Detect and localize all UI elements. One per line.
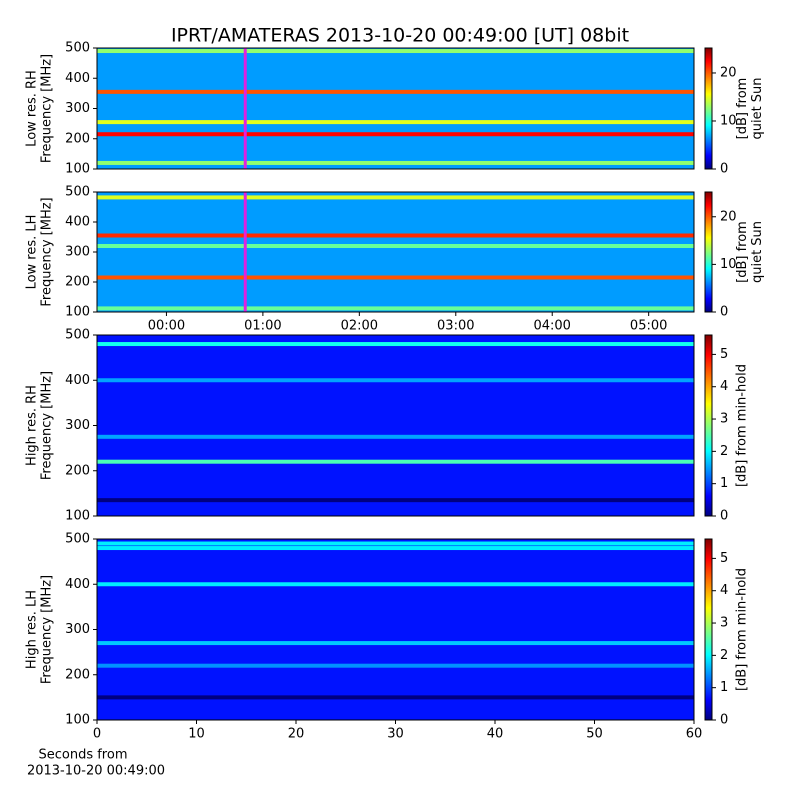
emission-band <box>97 541 694 546</box>
x-axis-label: 2013-10-20 00:49:00 <box>27 764 165 779</box>
x-tick-label: 00:00 <box>148 319 185 334</box>
colorbar-tick-label: 3 <box>720 412 728 427</box>
colorbar-tick-label: 2 <box>720 444 728 459</box>
y-tick-label: 400 <box>65 71 90 86</box>
colorbar-label: [dB] from <box>735 221 750 283</box>
colorbar-tick-label: 1 <box>720 680 728 695</box>
y-tick-label: 500 <box>65 41 90 56</box>
colorbar-tick-label: 2 <box>720 648 728 663</box>
y-axis-label: Frequency [MHz] <box>40 54 55 163</box>
emission-band <box>97 582 694 587</box>
colorbar-label: [dB] from min-hold <box>735 568 750 691</box>
y-tick-label: 300 <box>65 245 90 260</box>
x-tick-label: 10 <box>188 727 205 742</box>
x-tick-label: 50 <box>586 727 603 742</box>
x-tick-label: 04:00 <box>533 319 570 334</box>
emission-band <box>97 695 694 700</box>
colorbar-tick-label: 4 <box>720 583 728 598</box>
colorbar-tick-label: 0 <box>720 162 728 177</box>
emission-band <box>97 89 694 94</box>
y-tick-label: 400 <box>65 577 90 592</box>
emission-band <box>97 244 694 248</box>
colorbar <box>704 538 713 721</box>
y-tick-label: 500 <box>65 185 90 200</box>
colorbar-tick-label: 3 <box>720 616 728 631</box>
emission-band <box>97 275 694 280</box>
emission-band <box>97 498 694 503</box>
spectrogram-background <box>97 539 694 720</box>
y-tick-label: 200 <box>65 667 90 682</box>
colorbar <box>704 47 713 170</box>
x-axis-label: Seconds from <box>38 748 127 763</box>
emission-band <box>97 641 694 646</box>
y-tick-label: 300 <box>65 101 90 116</box>
emission-band <box>97 49 694 54</box>
colorbar <box>704 191 713 313</box>
emission-band <box>97 195 694 200</box>
emission-band <box>97 160 694 165</box>
x-tick-label: 02:00 <box>341 319 378 334</box>
colorbar-tick-label: 1 <box>720 476 728 491</box>
colorbar-tick-label: 20 <box>720 209 737 224</box>
emission-band <box>97 132 694 137</box>
colorbar-tick-label: 5 <box>720 551 728 566</box>
y-tick-label: 400 <box>65 373 90 388</box>
emission-band <box>97 663 694 668</box>
y-axis-label: Frequency [MHz] <box>40 371 55 480</box>
y-tick-label: 100 <box>65 162 90 177</box>
colorbar <box>704 334 713 517</box>
y-tick-label: 500 <box>65 328 90 343</box>
x-tick-label: 20 <box>288 727 305 742</box>
colorbar-tick-label: 10 <box>720 257 737 272</box>
colorbar-label: quiet Sun <box>750 77 765 139</box>
y-axis-label: High res. RH <box>25 385 40 466</box>
emission-band <box>97 342 694 347</box>
y-tick-label: 200 <box>65 463 90 478</box>
spectrogram-background <box>97 48 694 169</box>
colorbar-tick-label: 0 <box>720 305 728 320</box>
colorbar-tick-label: 5 <box>720 347 728 362</box>
colorbar-tick-label: 20 <box>720 65 737 80</box>
colorbar-label: [dB] from <box>735 78 750 140</box>
x-tick-label: 60 <box>686 727 703 742</box>
y-tick-label: 100 <box>65 713 90 728</box>
spectrogram-background <box>97 335 694 516</box>
y-tick-label: 100 <box>65 509 90 524</box>
colorbar-tick-label: 10 <box>720 113 737 128</box>
emission-band <box>97 378 694 383</box>
y-axis-label: Low res. LH <box>25 215 40 290</box>
x-tick-label: 01:00 <box>244 319 281 334</box>
x-tick-label: 40 <box>487 727 504 742</box>
emission-band <box>97 434 694 439</box>
y-tick-label: 200 <box>65 131 90 146</box>
x-tick-label: 30 <box>387 727 404 742</box>
colorbar-tick-label: 0 <box>720 713 728 728</box>
y-axis-label: Low res. RH <box>25 70 40 147</box>
colorbar-tick-label: 0 <box>720 509 728 524</box>
emission-band <box>97 306 694 311</box>
x-tick-label: 0 <box>93 727 101 742</box>
x-tick-label: 05:00 <box>630 319 667 334</box>
y-tick-label: 100 <box>65 305 90 320</box>
x-tick-label: 03:00 <box>437 319 474 334</box>
colorbar-label: [dB] from min-hold <box>735 364 750 487</box>
figure-title: IPRT/AMATERAS 2013-10-20 00:49:00 [UT] 0… <box>171 25 629 47</box>
emission-band <box>97 546 694 551</box>
y-tick-label: 200 <box>65 275 90 290</box>
y-tick-label: 500 <box>65 532 90 547</box>
y-axis-label: Frequency [MHz] <box>40 197 55 306</box>
y-tick-label: 400 <box>65 215 90 230</box>
y-tick-label: 300 <box>65 622 90 637</box>
emission-band <box>97 233 694 238</box>
emission-band <box>97 459 694 464</box>
emission-band <box>97 120 694 125</box>
colorbar-tick-label: 4 <box>720 379 728 394</box>
y-tick-label: 300 <box>65 418 90 433</box>
y-axis-label: High res. LH <box>25 590 40 669</box>
colorbar-label: quiet Sun <box>750 221 765 283</box>
spectrogram-background <box>97 192 694 312</box>
y-axis-label: Frequency [MHz] <box>40 575 55 684</box>
